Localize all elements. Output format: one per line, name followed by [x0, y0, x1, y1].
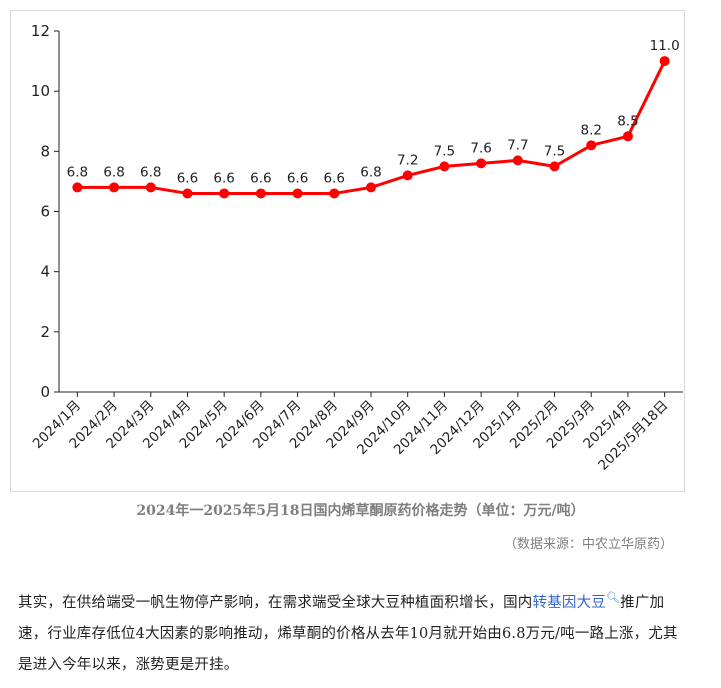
data-point — [366, 182, 376, 193]
data-label: 7.2 — [397, 152, 418, 168]
data-point — [292, 188, 303, 199]
data-label: 7.6 — [470, 140, 491, 156]
data-label: 8.5 — [617, 113, 638, 129]
data-label: 6.6 — [213, 170, 234, 186]
data-point — [72, 182, 83, 193]
data-source: （数据来源：中农立华原药） — [503, 537, 673, 552]
data-point — [219, 188, 230, 199]
data-point — [182, 188, 193, 199]
y-tick-label: 2 — [40, 323, 50, 341]
y-tick-label: 8 — [40, 142, 50, 160]
y-tick-label: 0 — [40, 383, 50, 401]
data-point — [402, 170, 413, 181]
data-point — [145, 182, 156, 193]
y-tick-label: 12 — [31, 22, 50, 40]
search-link-icon[interactable]: 🔍︎ — [606, 591, 621, 604]
paragraph-text-before-link: 其实，在供给端受一帆生物停产影响，在需求端受全球大豆种植面积增长，国内 — [18, 594, 533, 611]
paragraph-text-after-link: 推广加速，行业库存低位4大因素的影响推动，烯草酮的价格从去年10月就开始由6.8… — [18, 594, 678, 673]
data-point — [476, 158, 487, 169]
data-label: 7.5 — [434, 143, 455, 159]
article-paragraph: 其实，在供给端受一帆生物停产影响，在需求端受全球大豆种植面积增长，国内转基因大豆… — [18, 582, 690, 681]
y-tick-label: 10 — [31, 82, 50, 100]
data-point — [255, 188, 266, 199]
y-tick-label: 4 — [40, 263, 50, 281]
data-label: 6.8 — [140, 164, 161, 180]
gmo-soybean-link[interactable]: 转基因大豆 — [532, 594, 606, 611]
y-tick-label: 6 — [40, 203, 50, 221]
data-point — [329, 188, 340, 199]
data-point — [659, 56, 670, 67]
data-point — [622, 131, 633, 142]
chart-caption: 2024年一2025年5月18日国内烯草酮原药价格走势（单位：万元/吨） — [136, 503, 585, 519]
data-label: 6.6 — [324, 170, 345, 186]
data-label: 6.6 — [287, 170, 308, 186]
data-point — [586, 140, 597, 151]
data-label: 7.7 — [507, 137, 528, 153]
data-point — [512, 155, 523, 166]
chart-frame: 0 2 4 6 8 10 12 2024/1月 2024/2月 2024/3月 2024/4月 202… — [10, 10, 685, 492]
data-point — [109, 182, 120, 193]
data-point — [549, 161, 560, 172]
data-label: 6.8 — [103, 164, 124, 180]
data-label: 6.6 — [250, 170, 271, 186]
data-label: 11.0 — [650, 38, 680, 54]
price-line-chart: 0246810122024/1月2024/2月2024/3月2024/4月202… — [30, 22, 683, 474]
data-label: 7.5 — [544, 143, 565, 159]
data-label: 6.6 — [177, 170, 198, 186]
data-point — [439, 161, 450, 172]
data-label: 6.8 — [360, 164, 381, 180]
data-label: 6.8 — [67, 164, 88, 180]
data-label: 8.2 — [580, 122, 601, 138]
